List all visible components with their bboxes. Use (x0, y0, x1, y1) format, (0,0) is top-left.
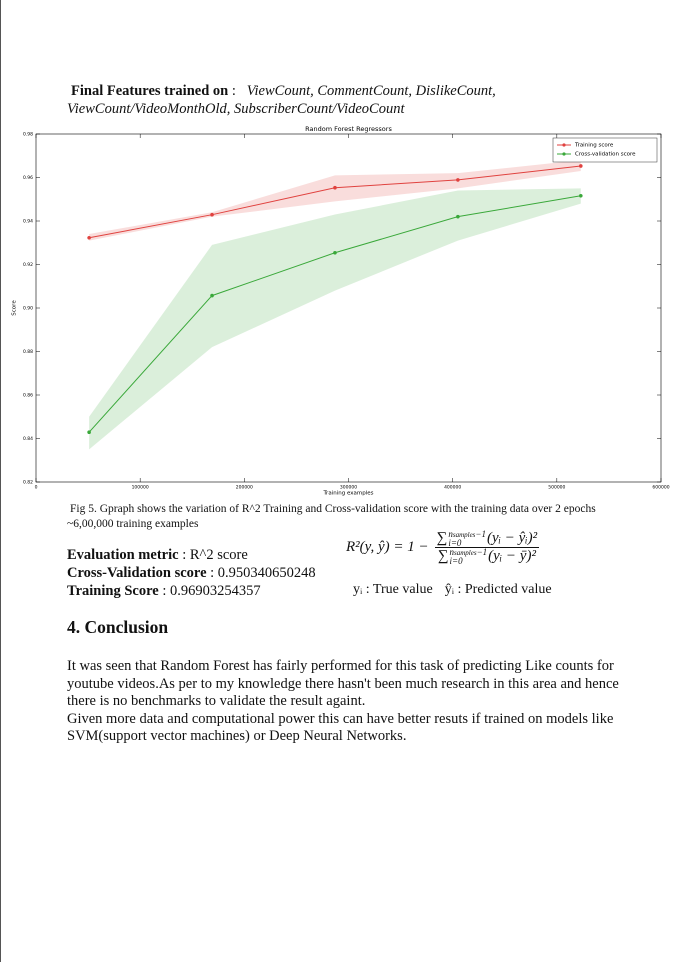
num-term: (yᵢ − ŷᵢ)² (486, 530, 538, 546)
y-tick-label: 0.86 (23, 393, 33, 399)
legend-label: Training score (574, 143, 614, 149)
lower: i=0 (448, 538, 462, 548)
point (578, 193, 583, 198)
metric-label: Evaluation metric (67, 547, 179, 563)
metrics: Evaluation metric : R^2 score Cross-Vali… (67, 546, 316, 600)
metric-label: Cross-Validation score (67, 565, 207, 581)
metric-label: Training Score (67, 583, 159, 599)
legend-marker (562, 152, 566, 156)
metric: Training Score : 0.96903254357 (67, 582, 316, 600)
band (89, 188, 581, 450)
x-axis-label: Training examples (323, 491, 374, 497)
chart-title: Random Forest Regressors (305, 125, 392, 133)
point (456, 178, 460, 182)
legend-marker (562, 143, 566, 147)
note: ŷᵢ : Predicted value (444, 582, 552, 597)
metric: Evaluation metric : R^2 score (67, 546, 316, 564)
limits: nsamples−1 i=0 (449, 547, 488, 566)
point (87, 235, 91, 240)
y-tick-label: 0.92 (23, 262, 33, 268)
x-tick-label: 0 (35, 485, 38, 491)
x-tick-label: 400000 (444, 485, 461, 491)
lower: i=0 (449, 556, 463, 566)
metric-value: : 0.96903254357 (162, 583, 261, 599)
numerator: ∑ nsamples−1 i=0 (yᵢ − ŷᵢ)² (434, 529, 540, 548)
point (333, 185, 337, 190)
sum: ∑ (437, 548, 449, 564)
point (210, 293, 214, 298)
features: Final Features trained on : ViewCount, C… (67, 82, 627, 118)
x-tick-label: 200000 (236, 485, 253, 491)
upper-n: n (448, 529, 453, 539)
y-tick-label: 0.94 (23, 219, 33, 225)
features-list: ViewCount, CommentCount, DislikeCount, V… (67, 83, 496, 117)
point (87, 430, 91, 434)
upper-sub: samples (454, 549, 477, 557)
paragraph: Given more data and computational power … (67, 710, 614, 745)
x-tick-label: 600000 (652, 485, 669, 491)
point (333, 250, 337, 255)
features-label: Final Features trained on (71, 83, 229, 99)
point (578, 164, 583, 168)
paragraph: It was seen that Random Forest has fairl… (67, 658, 619, 709)
y-tick-label: 0.90 (23, 306, 33, 312)
x-tick-label: 100000 (132, 485, 149, 491)
legend-label: Cross-validation score (575, 152, 636, 158)
section-body: It was seen that Random Forest has fairl… (67, 658, 627, 746)
legend (552, 137, 658, 163)
formula: R²(y, ŷ) = 1 − ∑ nsamples−1 i=0 (yᵢ − ŷᵢ)… (346, 529, 540, 566)
formula-lhs: R²(y, ŷ) = 1 − (346, 539, 429, 555)
caption: Fig 5. Gpraph shows the variation of R^2… (67, 503, 596, 530)
sum: ∑ (436, 530, 448, 546)
limits: nsamples−1 i=0 (448, 529, 486, 548)
metric-value: : 0.950340650248 (210, 565, 316, 581)
den-term: (yᵢ − ȳ)² (488, 548, 536, 564)
section-heading: 4. Conclusion (67, 617, 169, 637)
y-tick-label: 0.98 (23, 132, 33, 138)
metric-value: : R^2 score (182, 547, 248, 563)
upper-n: n (449, 547, 455, 557)
chart: Random Forest Regressors Training example… (12, 125, 670, 497)
upper-rest: −1 (475, 529, 486, 539)
fraction: ∑ nsamples−1 i=0 (yᵢ − ŷᵢ)² ∑ nsamples−1 i… (434, 529, 540, 566)
plot-frame (35, 133, 662, 483)
x-tick-label: 300000 (340, 485, 357, 491)
note: yᵢ : True value (353, 582, 433, 597)
denominator: ∑ nsamples−1 i=0 (yᵢ − ȳ)² (436, 547, 538, 566)
metric: Cross-Validation score : 0.950340650248 (67, 564, 316, 582)
upper-sub: samples (452, 531, 476, 539)
y-tick-label: 0.82 (23, 480, 33, 486)
y-tick-label: 0.84 (23, 436, 33, 442)
x-tick-label: 500000 (548, 485, 565, 491)
y-tick-label: 0.96 (23, 175, 33, 181)
point (210, 212, 214, 217)
notes: yᵢ : True value ŷᵢ : Predicted value (353, 582, 552, 598)
point (456, 214, 460, 219)
y-axis-label: Score (12, 300, 18, 316)
upper-rest: −1 (476, 547, 488, 557)
y-tick-label: 0.88 (23, 349, 33, 355)
separator: : (231, 83, 236, 99)
